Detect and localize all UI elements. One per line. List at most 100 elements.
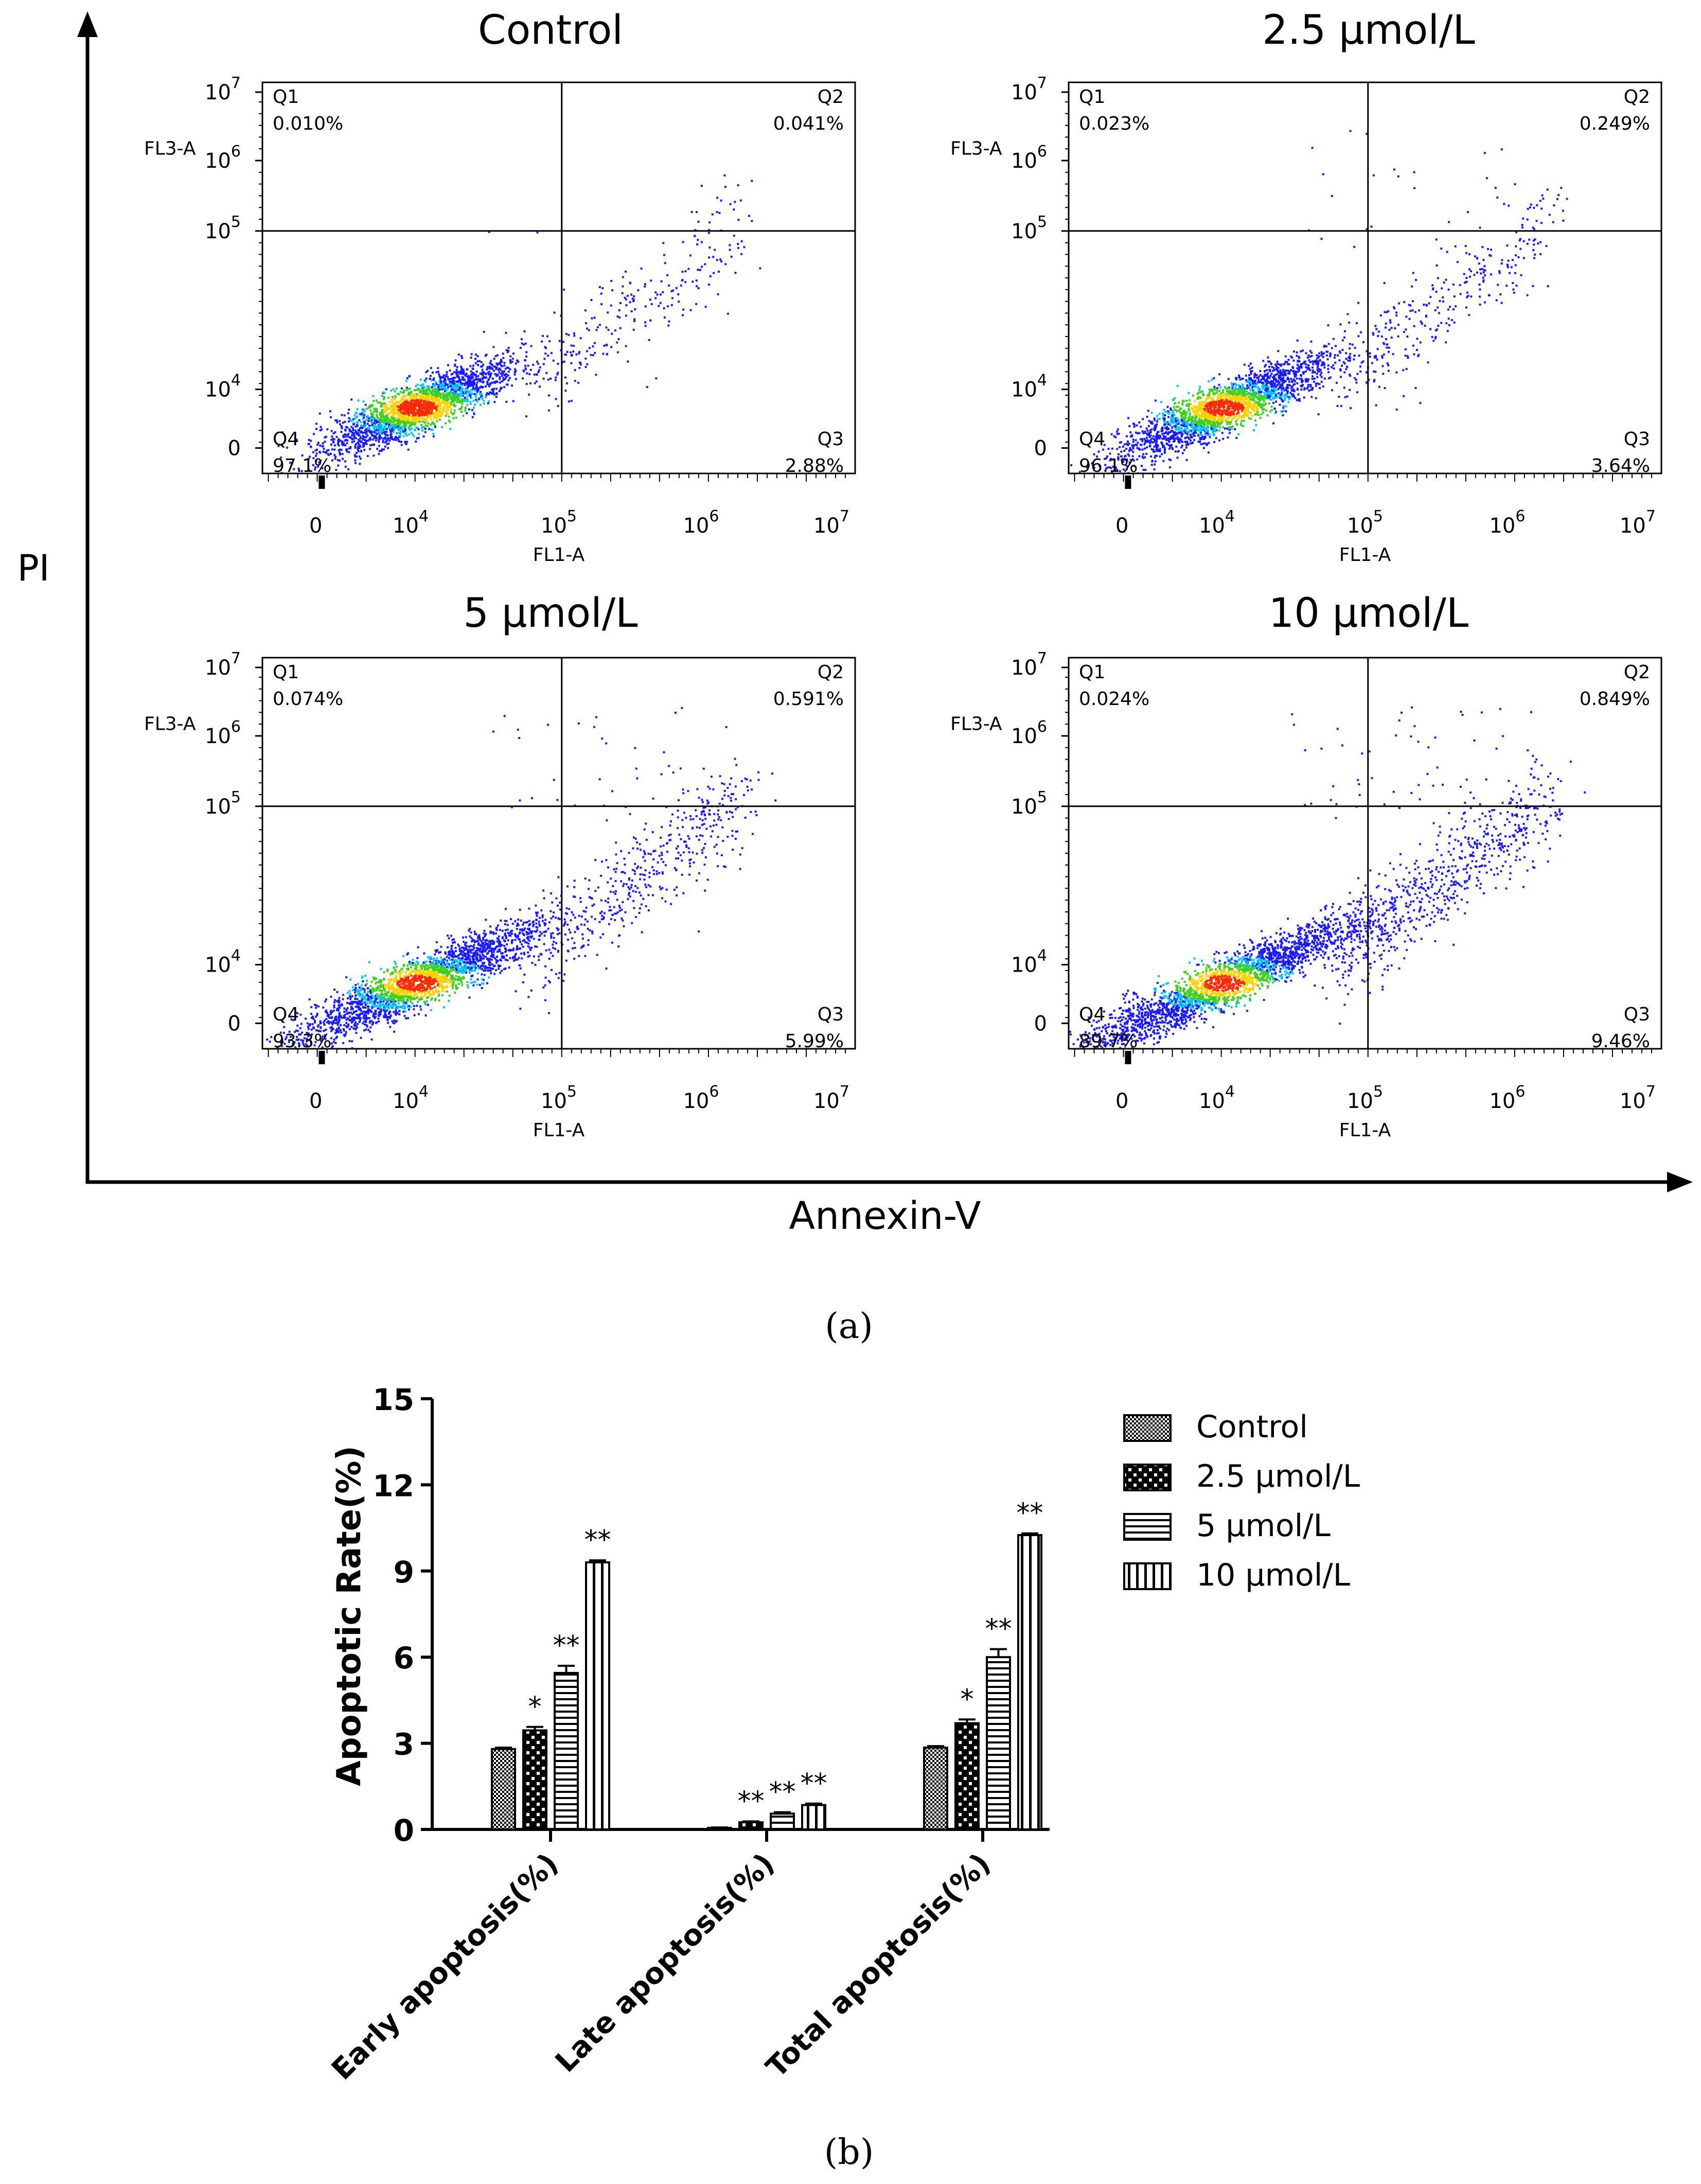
significance-marker: ** bbox=[1017, 1498, 1043, 1529]
facs-x-tick-label: 107 bbox=[813, 507, 849, 538]
bar-y-tick-label: 3 bbox=[394, 1727, 414, 1762]
bar-y-tick-label: 0 bbox=[394, 1813, 414, 1848]
quadrant-name-q1: Q1 bbox=[1079, 86, 1105, 108]
quadrant-value-q3: 5.99% bbox=[785, 1031, 844, 1052]
legend-swatch bbox=[1123, 1513, 1172, 1541]
facs-y-label: FL3-A bbox=[144, 714, 196, 735]
facs-x-tick-label: 105 bbox=[1347, 507, 1383, 538]
quadrant-name-q3: Q3 bbox=[818, 429, 844, 450]
facs-x-tick-label: 107 bbox=[1620, 1083, 1656, 1113]
bar-y-tick-label: 15 bbox=[373, 1382, 414, 1417]
facs-x-label: FL1-A bbox=[1339, 1120, 1391, 1141]
legend-label: Control bbox=[1196, 1409, 1308, 1445]
facs-y-tick-label: 104 bbox=[205, 947, 241, 977]
quadrant-value-q2: 0.849% bbox=[1580, 689, 1650, 710]
facs-x-tick-label: 107 bbox=[813, 1083, 849, 1113]
facs-events bbox=[277, 174, 761, 473]
quadrant-name-q1: Q1 bbox=[273, 662, 299, 683]
significance-marker: ** bbox=[801, 1768, 827, 1799]
facs-frame bbox=[261, 81, 856, 474]
panel-a-y-arrow bbox=[77, 11, 98, 37]
significance-marker: * bbox=[961, 1684, 974, 1715]
quadrant-name-q3: Q3 bbox=[818, 1004, 844, 1025]
bar-y-tick-label: 12 bbox=[373, 1468, 414, 1503]
facs-y-label: FL3-A bbox=[950, 138, 1002, 160]
quadrant-value-q4: 89.7% bbox=[1079, 1031, 1138, 1052]
facs-x-tick-label: 106 bbox=[683, 1083, 719, 1113]
facs-y-tick-label: 107 bbox=[1011, 74, 1047, 104]
facs-x-tick-label: 0 bbox=[309, 1089, 322, 1113]
bar-y-tick-label: 6 bbox=[394, 1641, 414, 1676]
panel-a-y-label: PI bbox=[17, 547, 50, 589]
facs-y-tick-label: 104 bbox=[1011, 372, 1047, 402]
bar-y-tick-label: 9 bbox=[394, 1555, 414, 1590]
facs-y-label: FL3-A bbox=[144, 138, 196, 160]
significance-marker: * bbox=[528, 1692, 542, 1722]
quadrant-name-q1: Q1 bbox=[1079, 662, 1105, 683]
facs-x-label: FL1-A bbox=[533, 1120, 585, 1141]
bar-1-1 bbox=[491, 1748, 516, 1831]
facs-frame bbox=[1068, 81, 1662, 474]
quadrant-name-q3: Q3 bbox=[1624, 1004, 1650, 1025]
facs-panel-1: Control Q1 0.010% Q2 0.041% Q3 2.88% Q4 97.1% 0 10… bbox=[144, 7, 856, 566]
facs-x-ticks: 0 104 105 106 107 bbox=[268, 473, 849, 538]
facs-events bbox=[1069, 706, 1586, 1049]
quadrant-value-q1: 0.010% bbox=[273, 113, 343, 134]
quadrant-value-q3: 2.88% bbox=[785, 455, 844, 477]
facs-y-tick-label: 105 bbox=[1011, 213, 1047, 243]
facs-y-tick-label: 105 bbox=[1011, 788, 1047, 819]
bar-category-label: Early apoptosis(%) bbox=[325, 1847, 565, 2087]
facs-x-tick-label: 104 bbox=[393, 1083, 429, 1113]
facs-x-tick-label: 0 bbox=[1115, 1089, 1128, 1113]
facs-title: Control bbox=[478, 7, 623, 54]
facs-y-tick-label: 0 bbox=[1034, 437, 1047, 461]
facs-title: 2.5 μmol/L bbox=[1262, 7, 1475, 54]
quadrant-value-q1: 0.074% bbox=[273, 689, 343, 710]
quadrant-name-q4: Q4 bbox=[273, 429, 299, 450]
facs-x-label: FL1-A bbox=[1339, 544, 1391, 566]
bar-2-3 bbox=[770, 1812, 795, 1831]
facs-y-tick-label: 106 bbox=[1011, 718, 1047, 748]
legend-swatch bbox=[1123, 1562, 1172, 1590]
facs-y-tick-label: 104 bbox=[1011, 947, 1047, 977]
facs-x-tick-label: 104 bbox=[393, 507, 429, 538]
facs-y-ticks: 0 104 105 106 107 bbox=[1011, 74, 1069, 461]
quadrant-name-q1: Q1 bbox=[273, 86, 299, 108]
flow-cytometry-plots: Control Q1 0.010% Q2 0.041% Q3 2.88% Q4 97.1% 0 10… bbox=[144, 7, 1662, 1141]
facs-frame bbox=[261, 657, 856, 1050]
facs-y-tick-label: 106 bbox=[205, 143, 241, 173]
facs-x-tick-label: 104 bbox=[1199, 1083, 1235, 1113]
facs-y-tick-label: 106 bbox=[205, 718, 241, 748]
legend-swatch bbox=[1123, 1414, 1172, 1442]
facs-title: 10 μmol/L bbox=[1269, 590, 1469, 637]
bar-category-label: Late apoptosis(%) bbox=[549, 1847, 781, 2079]
quadrant-name-q4: Q4 bbox=[1079, 429, 1105, 450]
facs-y-tick-label: 106 bbox=[1011, 143, 1047, 173]
facs-x-tick-label: 0 bbox=[1115, 514, 1128, 538]
quadrant-name-q2: Q2 bbox=[1624, 86, 1650, 108]
facs-y-tick-label: 107 bbox=[205, 649, 241, 680]
quadrant-value-q4: 97.1% bbox=[273, 455, 331, 477]
bar-legend: Control 2.5 μmol/L 5 μmol/L 10 μmol/L bbox=[1123, 1409, 1360, 1593]
quadrant-name-q3: Q3 bbox=[1624, 429, 1650, 450]
quadrant-name-q2: Q2 bbox=[818, 662, 844, 683]
facs-y-tick-label: 107 bbox=[1011, 649, 1047, 680]
bar-3-2 bbox=[954, 1722, 980, 1831]
facs-x-ticks: 0 104 105 106 107 bbox=[268, 1049, 849, 1113]
facs-panel-3: 5 μmol/L Q1 0.074% Q2 0.591% Q3 5.99% Q4 93.3% 0 1… bbox=[144, 590, 856, 1141]
bar-3-3 bbox=[986, 1656, 1011, 1830]
panel-b-caption: (b) bbox=[824, 2132, 874, 2173]
facs-x-tick-label: 105 bbox=[541, 1083, 577, 1113]
bar-category-label: Total apoptosis(%) bbox=[760, 1847, 997, 2084]
significance-marker: ** bbox=[985, 1614, 1012, 1645]
legend-label: 2.5 μmol/L bbox=[1196, 1458, 1360, 1494]
quadrant-value-q2: 0.591% bbox=[773, 689, 844, 710]
bar-3-1 bbox=[923, 1746, 948, 1830]
legend-label: 10 μmol/L bbox=[1196, 1557, 1351, 1593]
facs-y-label: FL3-A bbox=[950, 714, 1002, 735]
facs-y-ticks: 0 104 105 106 107 bbox=[205, 649, 262, 1036]
facs-y-tick-label: 104 bbox=[205, 372, 241, 402]
